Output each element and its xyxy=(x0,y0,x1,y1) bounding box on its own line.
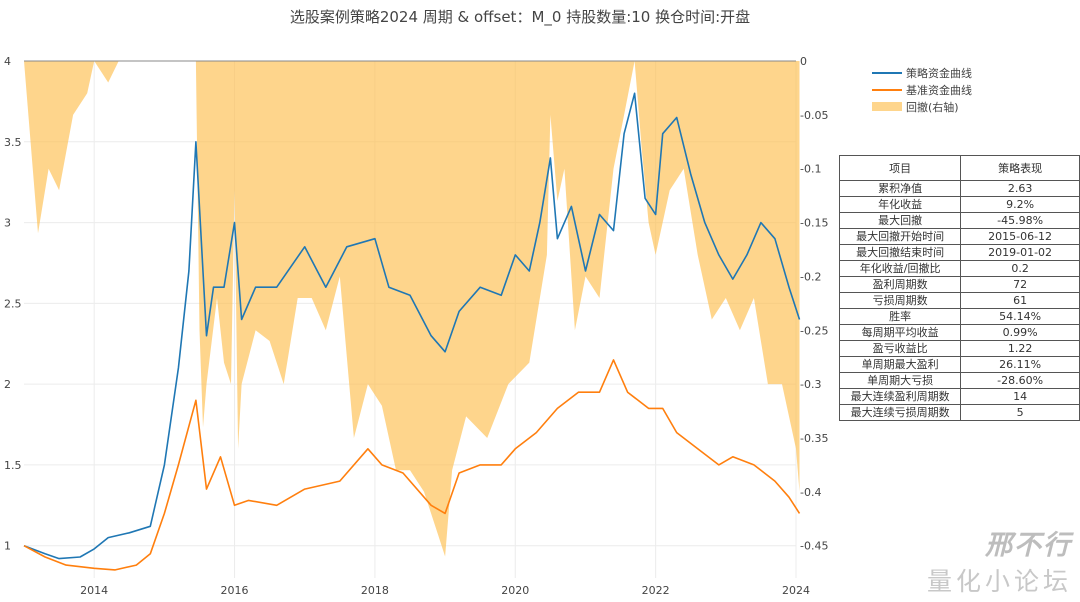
strategy-line xyxy=(23,92,801,560)
stats-label: 盈利周期数 xyxy=(838,276,962,293)
lines-layer xyxy=(23,92,801,571)
stats-value: 72 xyxy=(960,276,1080,293)
drawdown-area xyxy=(24,61,800,557)
y-right-tick-label: -0.45 xyxy=(800,540,828,553)
benchmark-line xyxy=(23,359,801,571)
stats-row: 盈利周期数 72 xyxy=(838,276,1080,293)
legend-item-benchmark[interactable]: 基准资金曲线 xyxy=(872,81,972,98)
legend-label-benchmark: 基准资金曲线 xyxy=(906,83,972,97)
stats-label: 亏损周期数 xyxy=(838,292,962,309)
stats-label: 每周期平均收益 xyxy=(838,324,962,341)
y-right-tick-label: -0.35 xyxy=(800,432,828,445)
stats-value: 61 xyxy=(960,292,1080,309)
stats-row: 最大回撤开始时间 2015-06-12 xyxy=(838,228,1080,245)
x-tick-label: 2022 xyxy=(642,584,670,597)
stats-value: 2019-01-02 xyxy=(960,244,1080,261)
stats-value: 5 xyxy=(960,404,1080,421)
x-tick-label: 2018 xyxy=(361,584,389,597)
stats-value: -45.98% xyxy=(960,212,1080,229)
stats-row: 单周期最大盈利 26.11% xyxy=(838,356,1080,373)
legend-label-drawdown: 回撤(右轴) xyxy=(906,100,959,114)
stats-value: 26.11% xyxy=(960,356,1080,373)
y-right-tick-label: -0.1 xyxy=(800,163,821,176)
stats-label: 最大连续亏损周期数 xyxy=(838,404,962,421)
x-tick-label: 2020 xyxy=(501,584,529,597)
y-left-tick-label: 1.5 xyxy=(4,459,22,472)
legend-swatch-benchmark xyxy=(872,88,902,91)
drawdown-layer xyxy=(24,61,800,557)
stats-row: 最大连续盈利周期数 14 xyxy=(838,388,1080,405)
stats-value: 2.63 xyxy=(960,180,1080,197)
watermark-line2: 量化小论坛 xyxy=(926,567,1072,596)
y-left-tick-label: 3.5 xyxy=(4,136,22,149)
y-left-tick-label: 2.5 xyxy=(4,297,22,310)
stats-label: 最大连续盈利周期数 xyxy=(838,388,962,405)
y-right-tick-label: -0.4 xyxy=(800,486,821,499)
y-right-tick-label: -0.05 xyxy=(800,109,828,122)
stats-row: 单周期大亏损 -28.60% xyxy=(838,372,1080,389)
y-left-tick-label: 2 xyxy=(4,378,11,391)
stats-header-value: 策略表现 xyxy=(960,155,1080,181)
legend-swatch-drawdown xyxy=(872,102,902,111)
stats-row: 最大连续亏损周期数 5 xyxy=(838,404,1080,421)
axis-layer: 2014 2016 2018 2020 2022 2024 1 1.5 2 2.5 3 3.5 4 0 -0… xyxy=(4,55,828,597)
stats-label: 单周期大亏损 xyxy=(838,372,962,389)
y-right-tick-label: -0.3 xyxy=(800,378,821,391)
y-right-tick-label: -0.2 xyxy=(800,270,821,283)
y-left-tick-label: 4 xyxy=(4,55,11,68)
stats-label: 最大回撤结束时间 xyxy=(838,244,962,261)
watermark-line1: 邢不行 xyxy=(985,530,1072,561)
stats-label: 累积净值 xyxy=(838,180,962,197)
stats-value: 54.14% xyxy=(960,308,1080,325)
stats-value: 9.2% xyxy=(960,196,1080,213)
stats-label: 最大回撤开始时间 xyxy=(838,228,962,245)
y-left-tick-label: 3 xyxy=(4,217,11,230)
stats-value: -28.60% xyxy=(960,372,1080,389)
stats-value: 2015-06-12 xyxy=(960,228,1080,245)
stats-table: 项目 策略表现 累积净值 2.63 年化收益 9.2% 最大回撤 -45.98% 最大回撤开… xyxy=(838,155,1080,421)
y-right-tick-label: -0.15 xyxy=(800,217,828,230)
y-left-tick-label: 1 xyxy=(4,540,11,553)
stats-label: 年化收益 xyxy=(838,196,962,213)
watermark: 邢不行 量化小论坛 xyxy=(927,523,1072,598)
stats-row: 胜率 54.14% xyxy=(838,308,1080,325)
legend-swatch-strategy xyxy=(872,71,902,74)
stats-row: 最大回撤结束时间 2019-01-02 xyxy=(838,244,1080,261)
chart-title: 选股案例策略2024 周期 & offset：M_0 持股数量:10 换仓时间:… xyxy=(289,8,751,26)
x-tick-label: 2024 xyxy=(782,584,810,597)
x-tick-label: 2016 xyxy=(221,584,249,597)
stats-row: 年化收益/回撤比 0.2 xyxy=(838,260,1080,277)
stats-label: 年化收益/回撤比 xyxy=(838,260,962,277)
stats-value: 0.2 xyxy=(960,260,1080,277)
legend: 策略资金曲线 基准资金曲线 回撤(右轴) xyxy=(872,64,972,115)
stats-row: 年化收益 9.2% xyxy=(838,196,1080,213)
stats-value: 14 xyxy=(960,388,1080,405)
y-right-tick-label: 0 xyxy=(800,55,807,68)
stats-row: 每周期平均收益 0.99% xyxy=(838,324,1080,341)
stats-label: 盈亏收益比 xyxy=(838,340,962,357)
stats-row: 盈亏收益比 1.22 xyxy=(838,340,1080,357)
stats-header-item: 项目 xyxy=(838,155,962,181)
stats-label: 最大回撤 xyxy=(838,212,962,229)
stats-label: 单周期最大盈利 xyxy=(838,356,962,373)
x-tick-label: 2014 xyxy=(80,584,108,597)
stats-label: 胜率 xyxy=(838,308,962,325)
stats-value: 0.99% xyxy=(960,324,1080,341)
legend-label-strategy: 策略资金曲线 xyxy=(906,66,972,80)
stats-row: 最大回撤 -45.98% xyxy=(838,212,1080,229)
legend-item-strategy[interactable]: 策略资金曲线 xyxy=(872,64,972,81)
legend-item-drawdown[interactable]: 回撤(右轴) xyxy=(872,98,972,115)
stats-header-row: 项目 策略表现 xyxy=(838,155,1080,181)
stats-row: 亏损周期数 61 xyxy=(838,292,1080,309)
stats-value: 1.22 xyxy=(960,340,1080,357)
stats-row: 累积净值 2.63 xyxy=(838,180,1080,197)
y-right-tick-label: -0.25 xyxy=(800,324,828,337)
